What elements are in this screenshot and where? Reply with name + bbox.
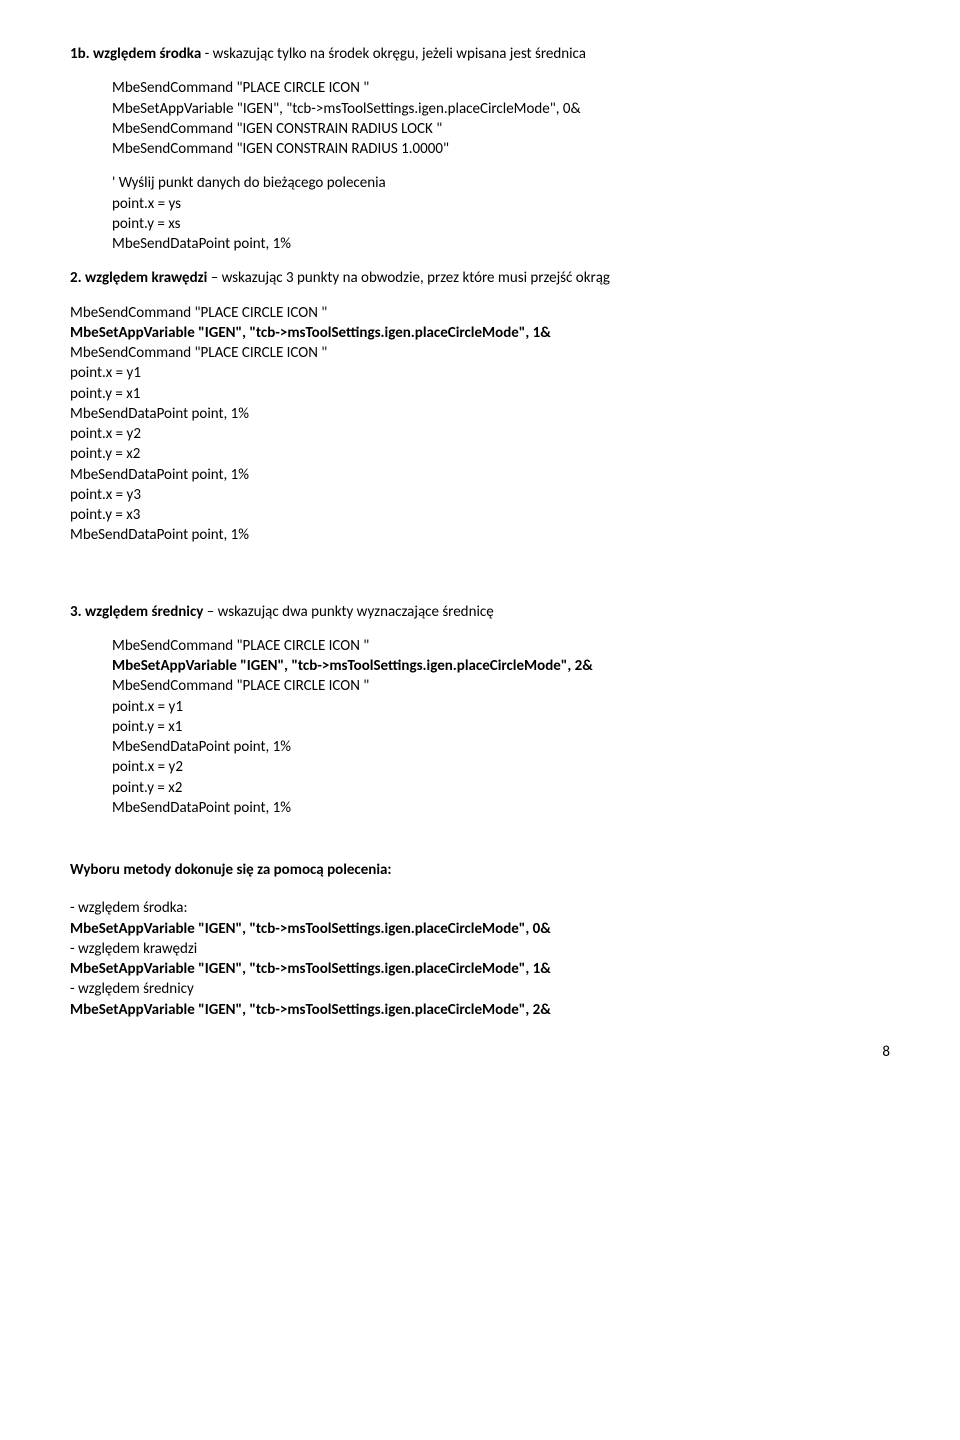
section-3-code-block: MbeSendCommand "PLACE CIRCLE ICON " MbeS…	[112, 636, 890, 818]
code-line: MbeSendDataPoint point, 1%	[112, 737, 890, 757]
code-line: MbeSendDataPoint point, 1%	[70, 525, 890, 545]
code-line: point.y = x2	[112, 778, 890, 798]
wybor-label: - względem środka:	[70, 898, 890, 918]
section-1b-heading: 1b. względem środka - wskazując tylko na…	[70, 44, 890, 64]
wybor-cmd: MbeSetAppVariable "IGEN", "tcb->msToolSe…	[70, 919, 890, 939]
code-line: MbeSendCommand "PLACE CIRCLE ICON "	[70, 303, 890, 323]
code-line: point.x = y1	[70, 363, 890, 383]
code-line: MbeSendCommand "IGEN CONSTRAIN RADIUS LO…	[112, 119, 890, 139]
code-line: point.x = y2	[112, 757, 890, 777]
code-line: MbeSendCommand "PLACE CIRCLE ICON "	[112, 78, 890, 98]
code-line: MbeSendDataPoint point, 1%	[70, 404, 890, 424]
section-2-heading: 2. względem krawędzi – wskazując 3 punkt…	[70, 268, 890, 288]
wybor-list: - względem środka: MbeSetAppVariable "IG…	[70, 898, 890, 1020]
wybor-cmd: MbeSetAppVariable "IGEN", "tcb->msToolSe…	[70, 959, 890, 979]
section-1b-bold: 1b. względem środka	[70, 45, 201, 63]
code-line: point.x = y1	[112, 697, 890, 717]
wybor-title: Wyboru metody dokonuje się za pomocą pol…	[70, 860, 890, 880]
code-line: point.y = x1	[70, 384, 890, 404]
section-1b-code-block-1: MbeSendCommand "PLACE CIRCLE ICON " MbeS…	[112, 78, 890, 159]
code-line: point.y = x1	[112, 717, 890, 737]
code-line: point.x = y3	[70, 485, 890, 505]
wybor-cmd: MbeSetAppVariable "IGEN", "tcb->msToolSe…	[70, 1000, 890, 1020]
code-line: point.x = y2	[70, 424, 890, 444]
code-line: MbeSendDataPoint point, 1%	[70, 465, 890, 485]
code-line: MbeSendDataPoint point, 1%	[112, 798, 890, 818]
section-2-code-block: MbeSendCommand "PLACE CIRCLE ICON " MbeS…	[70, 303, 890, 546]
section-2-rest: – wskazując 3 punkty na obwodzie, przez …	[207, 269, 610, 287]
code-line: point.y = x2	[70, 444, 890, 464]
section-2-bold: 2. względem krawędzi	[70, 269, 207, 287]
page-number: 8	[70, 1042, 890, 1062]
section-1b-code-block-2: ' Wyślij punkt danych do bieżącego polec…	[112, 173, 890, 254]
code-line: MbeSendCommand "PLACE CIRCLE ICON "	[70, 343, 890, 363]
section-3-bold: 3. względem średnicy	[70, 603, 203, 621]
wybor-label: - względem krawędzi	[70, 939, 890, 959]
code-line: point.x = ys	[112, 194, 890, 214]
section-3-rest: – wskazując dwa punkty wyznaczające śred…	[203, 603, 493, 621]
code-line: MbeSendCommand "PLACE CIRCLE ICON "	[112, 636, 890, 656]
code-line: MbeSetAppVariable "IGEN", "tcb->msToolSe…	[112, 99, 890, 119]
code-line: point.y = x3	[70, 505, 890, 525]
code-line: point.y = xs	[112, 214, 890, 234]
code-line: ' Wyślij punkt danych do bieżącego polec…	[112, 173, 890, 193]
code-line: MbeSendCommand "PLACE CIRCLE ICON "	[112, 676, 890, 696]
wybor-label: - względem średnicy	[70, 979, 890, 999]
code-line: MbeSendCommand "IGEN CONSTRAIN RADIUS 1.…	[112, 139, 890, 159]
code-line-bold: MbeSetAppVariable "IGEN", "tcb->msToolSe…	[70, 323, 890, 343]
section-1b-rest: - wskazując tylko na środek okręgu, jeże…	[201, 45, 586, 63]
code-line: MbeSendDataPoint point, 1%	[112, 234, 890, 254]
section-3-heading: 3. względem średnicy – wskazując dwa pun…	[70, 602, 890, 622]
code-line-bold: MbeSetAppVariable "IGEN", "tcb->msToolSe…	[112, 656, 890, 676]
